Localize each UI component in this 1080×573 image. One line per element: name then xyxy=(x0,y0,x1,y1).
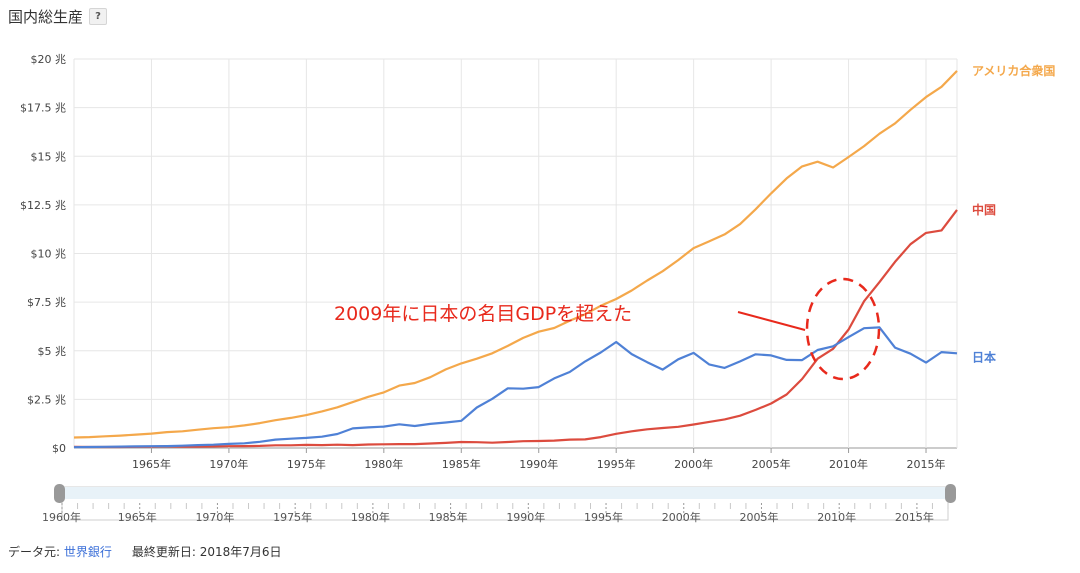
navigator-tick-label: 1990年 xyxy=(506,510,545,524)
x-tick-label: 1965年 xyxy=(132,457,171,471)
navigator-right-handle[interactable] xyxy=(945,484,956,503)
navigator-tick-label: 1965年 xyxy=(118,510,157,524)
annotation-arrow xyxy=(737,311,806,331)
annotation-circle xyxy=(805,277,881,381)
help-button[interactable]: ? xyxy=(89,8,108,25)
y-tick-label: $0 xyxy=(52,442,66,455)
navigator-tick-label: 1995年 xyxy=(584,510,623,524)
navigator-tick-label: 1975年 xyxy=(273,510,312,524)
x-tick-label: 1970年 xyxy=(209,457,248,471)
annotation-text: 2009年に日本の名目GDPを超えた xyxy=(334,303,632,325)
navigator-tick-label: 2015年 xyxy=(895,510,934,524)
gdp-chart: $0 $2.5 兆 $5 兆 $7.5 兆 $10 兆 $12.5 兆 $15 兆 $17.5… xyxy=(20,53,1055,524)
x-axis-ticks: 1965年 1970年 1975年 1980年 1985年 1990年 1995年 2000年… xyxy=(132,448,946,471)
source-link[interactable]: 世界銀行 xyxy=(63,545,112,559)
chart-footer: データ元: 世界銀行 最終更新日: 2018年7月6日 xyxy=(8,543,282,560)
series-label: アメリカ合衆国 xyxy=(972,63,1055,78)
navigator-tick-label: 1960年 xyxy=(42,510,81,524)
y-tick-label: $12.5 兆 xyxy=(20,199,66,212)
series-label: 日本 xyxy=(972,349,996,364)
navigator-tick-label: 2005年 xyxy=(739,510,778,524)
source-label: データ元: xyxy=(8,545,64,559)
x-tick-label: 2000年 xyxy=(674,457,713,471)
x-tick-label: 1990年 xyxy=(519,457,558,471)
series-lines xyxy=(73,70,958,449)
chart-title: 国内総生産 xyxy=(8,8,84,26)
navigator-selection[interactable] xyxy=(62,487,948,499)
updated-date: 最終更新日: 2018年7月6日 xyxy=(131,545,282,559)
annotation: 2009年に日本の名目GDPを超えた xyxy=(334,277,881,381)
x-tick-label: 1985年 xyxy=(442,457,481,471)
grid xyxy=(73,58,958,449)
navigator-tick-label: 2010年 xyxy=(817,510,856,524)
series-line-2 xyxy=(73,326,958,449)
x-tick-label: 1975年 xyxy=(287,457,326,471)
y-tick-label: $5 兆 xyxy=(38,345,67,358)
y-axis-ticks: $0 $2.5 兆 $5 兆 $7.5 兆 $10 兆 $12.5 兆 $15 兆 $17.5… xyxy=(20,53,66,455)
x-tick-label: 2005年 xyxy=(752,457,791,471)
navigator-left-handle[interactable] xyxy=(54,484,65,503)
x-tick-label: 2015年 xyxy=(907,457,946,471)
navigator-tick-label: 1980年 xyxy=(351,510,390,524)
y-tick-label: $7.5 兆 xyxy=(27,296,66,309)
range-navigator[interactable]: 1960年 1965年 1970年 1975年 1980年 1985年 1990年 1995年… xyxy=(42,484,956,524)
y-tick-label: $17.5 兆 xyxy=(20,102,66,115)
x-tick-label: 1980年 xyxy=(364,457,403,471)
y-tick-label: $20 兆 xyxy=(31,53,67,66)
series-label: 中国 xyxy=(972,202,996,217)
x-tick-label: 1995年 xyxy=(597,457,636,471)
y-tick-label: $15 兆 xyxy=(31,150,67,163)
navigator-tick-label: 2000年 xyxy=(662,510,701,524)
x-tick-label: 2010年 xyxy=(829,457,868,471)
navigator-tick-label: 1970年 xyxy=(195,510,234,524)
y-tick-label: $10 兆 xyxy=(31,248,67,261)
navigator-ticks: 1960年 1965年 1970年 1975年 1980年 1985年 1990年 1995年… xyxy=(42,503,949,524)
series-line-1 xyxy=(73,209,958,449)
navigator-tick-label: 1985年 xyxy=(429,510,468,524)
y-tick-label: $2.5 兆 xyxy=(27,393,66,406)
chart-header: 国内総生産 ? xyxy=(8,6,108,27)
series-line-0 xyxy=(73,70,958,439)
